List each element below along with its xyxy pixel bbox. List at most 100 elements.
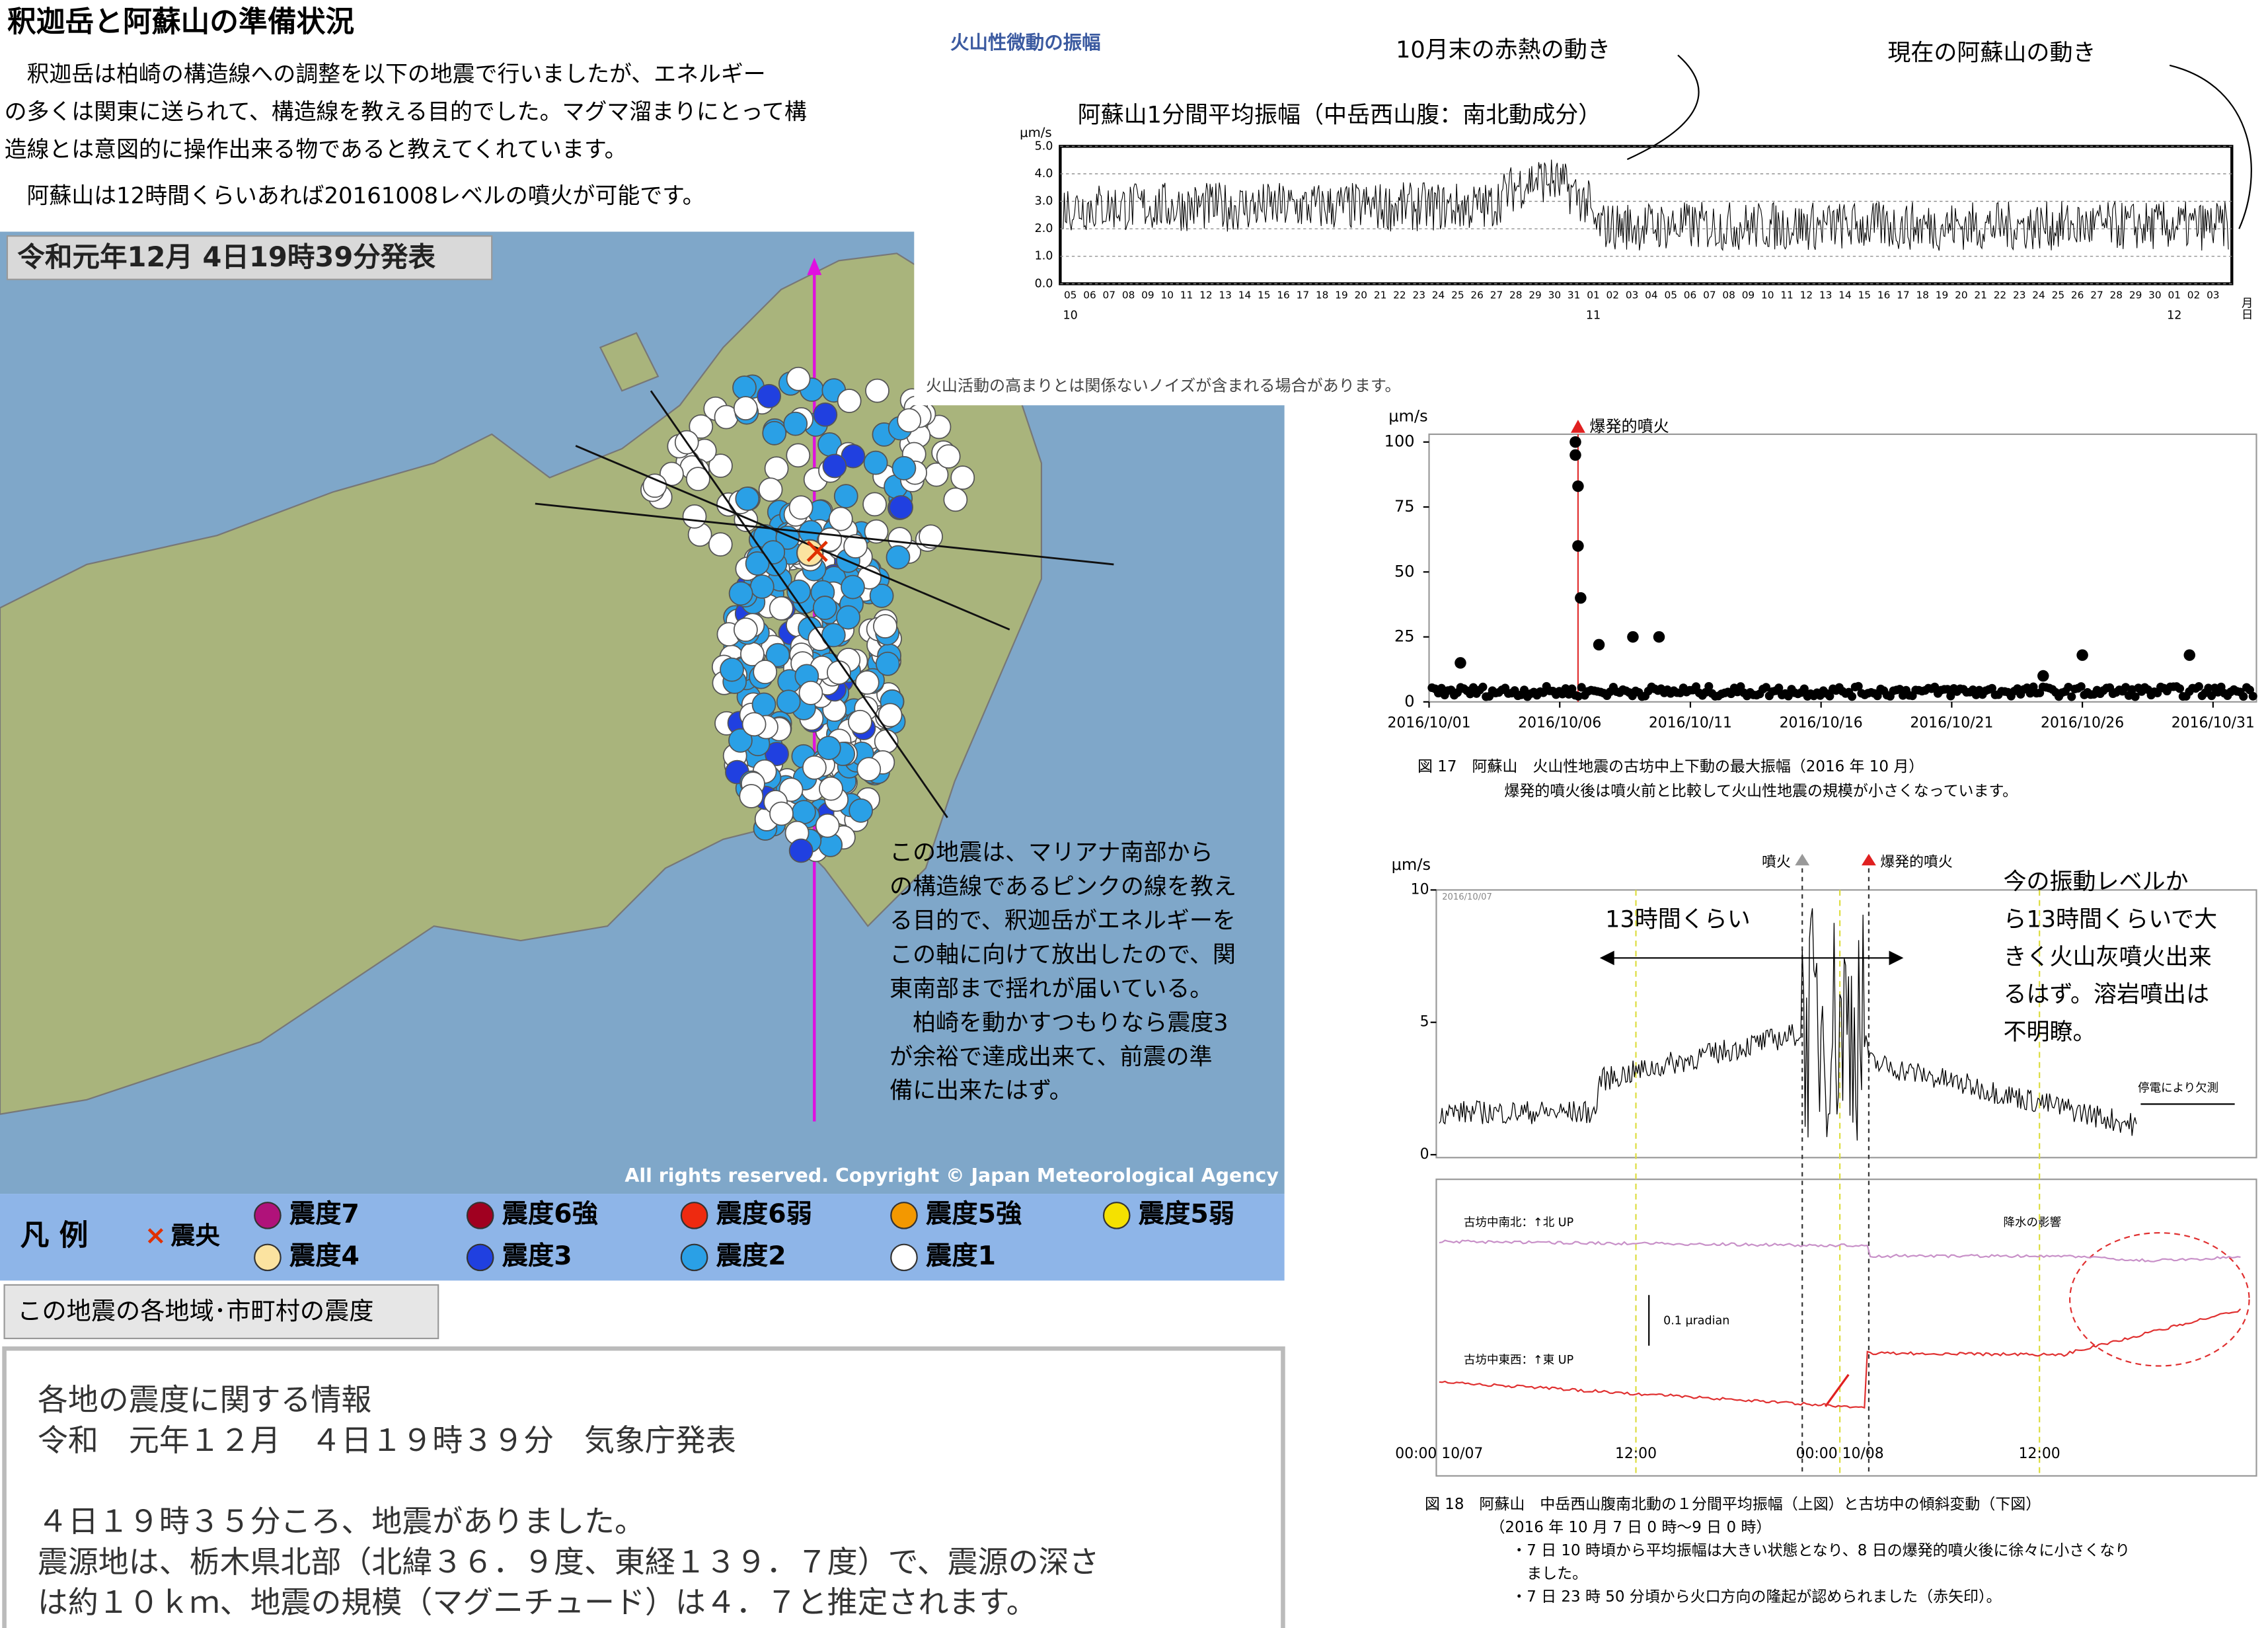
baseline-dot bbox=[2207, 691, 2216, 701]
intensity-dot bbox=[788, 495, 813, 520]
intensity-dot bbox=[812, 596, 837, 620]
x-tick-label: 24 bbox=[1432, 289, 1445, 301]
info-line: 令和 元年１２月 ４日１９時３９分 気象庁発表 bbox=[38, 1422, 736, 1458]
tremor-annotation: 現在の阿蘇山の動き bbox=[1887, 39, 2096, 66]
span-label: 13時間くらい bbox=[1605, 906, 1751, 933]
x-tick-label: 31 bbox=[1568, 289, 1580, 301]
explosive-marker bbox=[1861, 853, 1876, 866]
baseline-dot bbox=[1784, 691, 1793, 701]
baseline-dot bbox=[2248, 691, 2257, 701]
caption: 図 18 阿蘇山 中岳西山腹南北動の１分間平均振幅（上図）と古坊中の傾斜変動（下… bbox=[1425, 1496, 2041, 1513]
x-tick-label: 14 bbox=[1238, 289, 1252, 301]
intensity-dot bbox=[685, 467, 710, 492]
ew-label: 古坊中東西：↑東 UP bbox=[1464, 1354, 1573, 1367]
y-tick-label: 0.0 bbox=[1035, 277, 1053, 290]
point bbox=[2037, 670, 2049, 682]
baseline-dot bbox=[1873, 691, 1882, 701]
x-tick-label: 09 bbox=[1742, 289, 1755, 301]
baseline-dot bbox=[1774, 683, 1784, 693]
fig18-lower-frame bbox=[1435, 1179, 2257, 1477]
y-tick-label: 2.0 bbox=[1035, 222, 1053, 235]
x-tick-label: 2016/10/06 bbox=[1518, 715, 1601, 732]
intensity-dot bbox=[864, 519, 889, 544]
fig17-frame bbox=[1428, 433, 2257, 703]
x-tick-label: 17 bbox=[1297, 289, 1310, 301]
intensity-dot bbox=[786, 366, 811, 391]
x-tick-label: 26 bbox=[2071, 289, 2084, 301]
intensity-dot bbox=[708, 453, 733, 479]
info-line: ４日１９時３５分ころ、地震がありました。 bbox=[38, 1504, 645, 1539]
x-tick-label: 2016/10/01 bbox=[1387, 715, 1470, 732]
x-tick-label: 29 bbox=[1529, 289, 1542, 301]
x-tick-label: 27 bbox=[1490, 289, 1503, 301]
intensity-dots bbox=[640, 366, 975, 863]
y-tick-label: 100 bbox=[1384, 432, 1415, 451]
x-tick-label: 27 bbox=[2090, 289, 2103, 301]
legend-label: 震度5強 bbox=[926, 1198, 1022, 1229]
baseline-dot bbox=[1943, 685, 1952, 694]
point bbox=[2183, 649, 2195, 661]
intensity-dot bbox=[765, 742, 789, 767]
intensity-dot bbox=[841, 574, 865, 600]
legend-label: 震度1 bbox=[926, 1241, 996, 1271]
baseline-dot bbox=[1704, 681, 1714, 691]
baseline-dot bbox=[1573, 691, 1583, 701]
intensity-dot bbox=[836, 605, 860, 630]
x-tick-label: 00:00 10/07 bbox=[1395, 1446, 1483, 1462]
baseline-dot bbox=[1825, 691, 1834, 701]
x-tick-label: 12 bbox=[1199, 289, 1213, 301]
x-tick-label: 02 bbox=[2187, 289, 2200, 301]
region-button-label[interactable]: この地震の各地域･市町村の震度 bbox=[17, 1296, 373, 1325]
intensity-dot bbox=[682, 504, 707, 529]
baseline-dot bbox=[1519, 685, 1529, 695]
intensity-dot bbox=[919, 524, 943, 549]
intensity-dot bbox=[741, 712, 767, 737]
baseline-dot bbox=[2076, 682, 2086, 691]
baseline-dot bbox=[2025, 689, 2035, 698]
y-tick-label: 0 bbox=[1404, 692, 1414, 711]
fig18-frame bbox=[1435, 889, 2257, 1159]
map-annotation: 柏崎を動かすつもりなら震度3 bbox=[889, 1009, 1228, 1036]
explosion-label: 爆発的噴火 bbox=[1589, 417, 1669, 436]
intensity-dot bbox=[822, 453, 847, 479]
legend-swatch bbox=[466, 1202, 494, 1229]
x-tick-label: 15 bbox=[1258, 289, 1271, 301]
explosive-label: 爆発的噴火 bbox=[1880, 854, 1952, 871]
baseline-dot bbox=[1577, 683, 1586, 692]
intensity-dot bbox=[769, 801, 794, 826]
map-annotation: この地震は、マリアナ南部から bbox=[889, 839, 1213, 867]
paragraph-line: 阿蘇山は12時間くらいあれば20161008レベルの噴火が可能です。 bbox=[5, 182, 705, 208]
x-tick-label: 00:00 10/08 bbox=[1796, 1446, 1884, 1462]
x-tick-label: 16 bbox=[1277, 289, 1290, 301]
x-tick-label: 03 bbox=[2207, 289, 2220, 301]
intensity-dot bbox=[849, 798, 874, 823]
epicenter-symbol: × bbox=[145, 1220, 167, 1251]
caption: 爆発的噴火後は噴火前と比較して火山性地震の規模が小さくなっています。 bbox=[1504, 783, 2018, 800]
x-tick-label: 10 bbox=[1160, 289, 1174, 301]
month-label: 10 bbox=[1063, 309, 1078, 322]
baseline-dot bbox=[2239, 692, 2248, 701]
x-tick-label: 12:00 bbox=[1615, 1446, 1657, 1462]
legend-label: 震度4 bbox=[289, 1241, 359, 1271]
x-tick-label: 07 bbox=[1103, 289, 1116, 301]
intensity-dot bbox=[745, 551, 770, 576]
x-tick-label: 28 bbox=[2110, 289, 2123, 301]
point bbox=[1593, 639, 1605, 651]
intensity-dot bbox=[821, 623, 846, 648]
intensity-dot bbox=[828, 506, 853, 531]
explosion-marker bbox=[1570, 420, 1585, 433]
epicenter-dot bbox=[796, 539, 824, 567]
baseline-dot bbox=[1568, 684, 1577, 693]
intensity-dot bbox=[878, 703, 903, 728]
legend-band bbox=[0, 1194, 1285, 1281]
region-button[interactable] bbox=[3, 1284, 439, 1340]
map-title: 令和元年12月 4日19時39分発表 bbox=[17, 241, 435, 273]
x-tick-label: 01 bbox=[2168, 289, 2181, 301]
baseline-dot bbox=[2204, 683, 2213, 693]
x-tick-label: 08 bbox=[1122, 289, 1135, 301]
x-tick-label: 15 bbox=[1858, 289, 1871, 301]
month-label: 11 bbox=[1586, 309, 1601, 322]
intensity-dot bbox=[735, 486, 760, 511]
x-tick-label: 08 bbox=[1722, 289, 1735, 301]
info-box bbox=[2, 1346, 1285, 1628]
